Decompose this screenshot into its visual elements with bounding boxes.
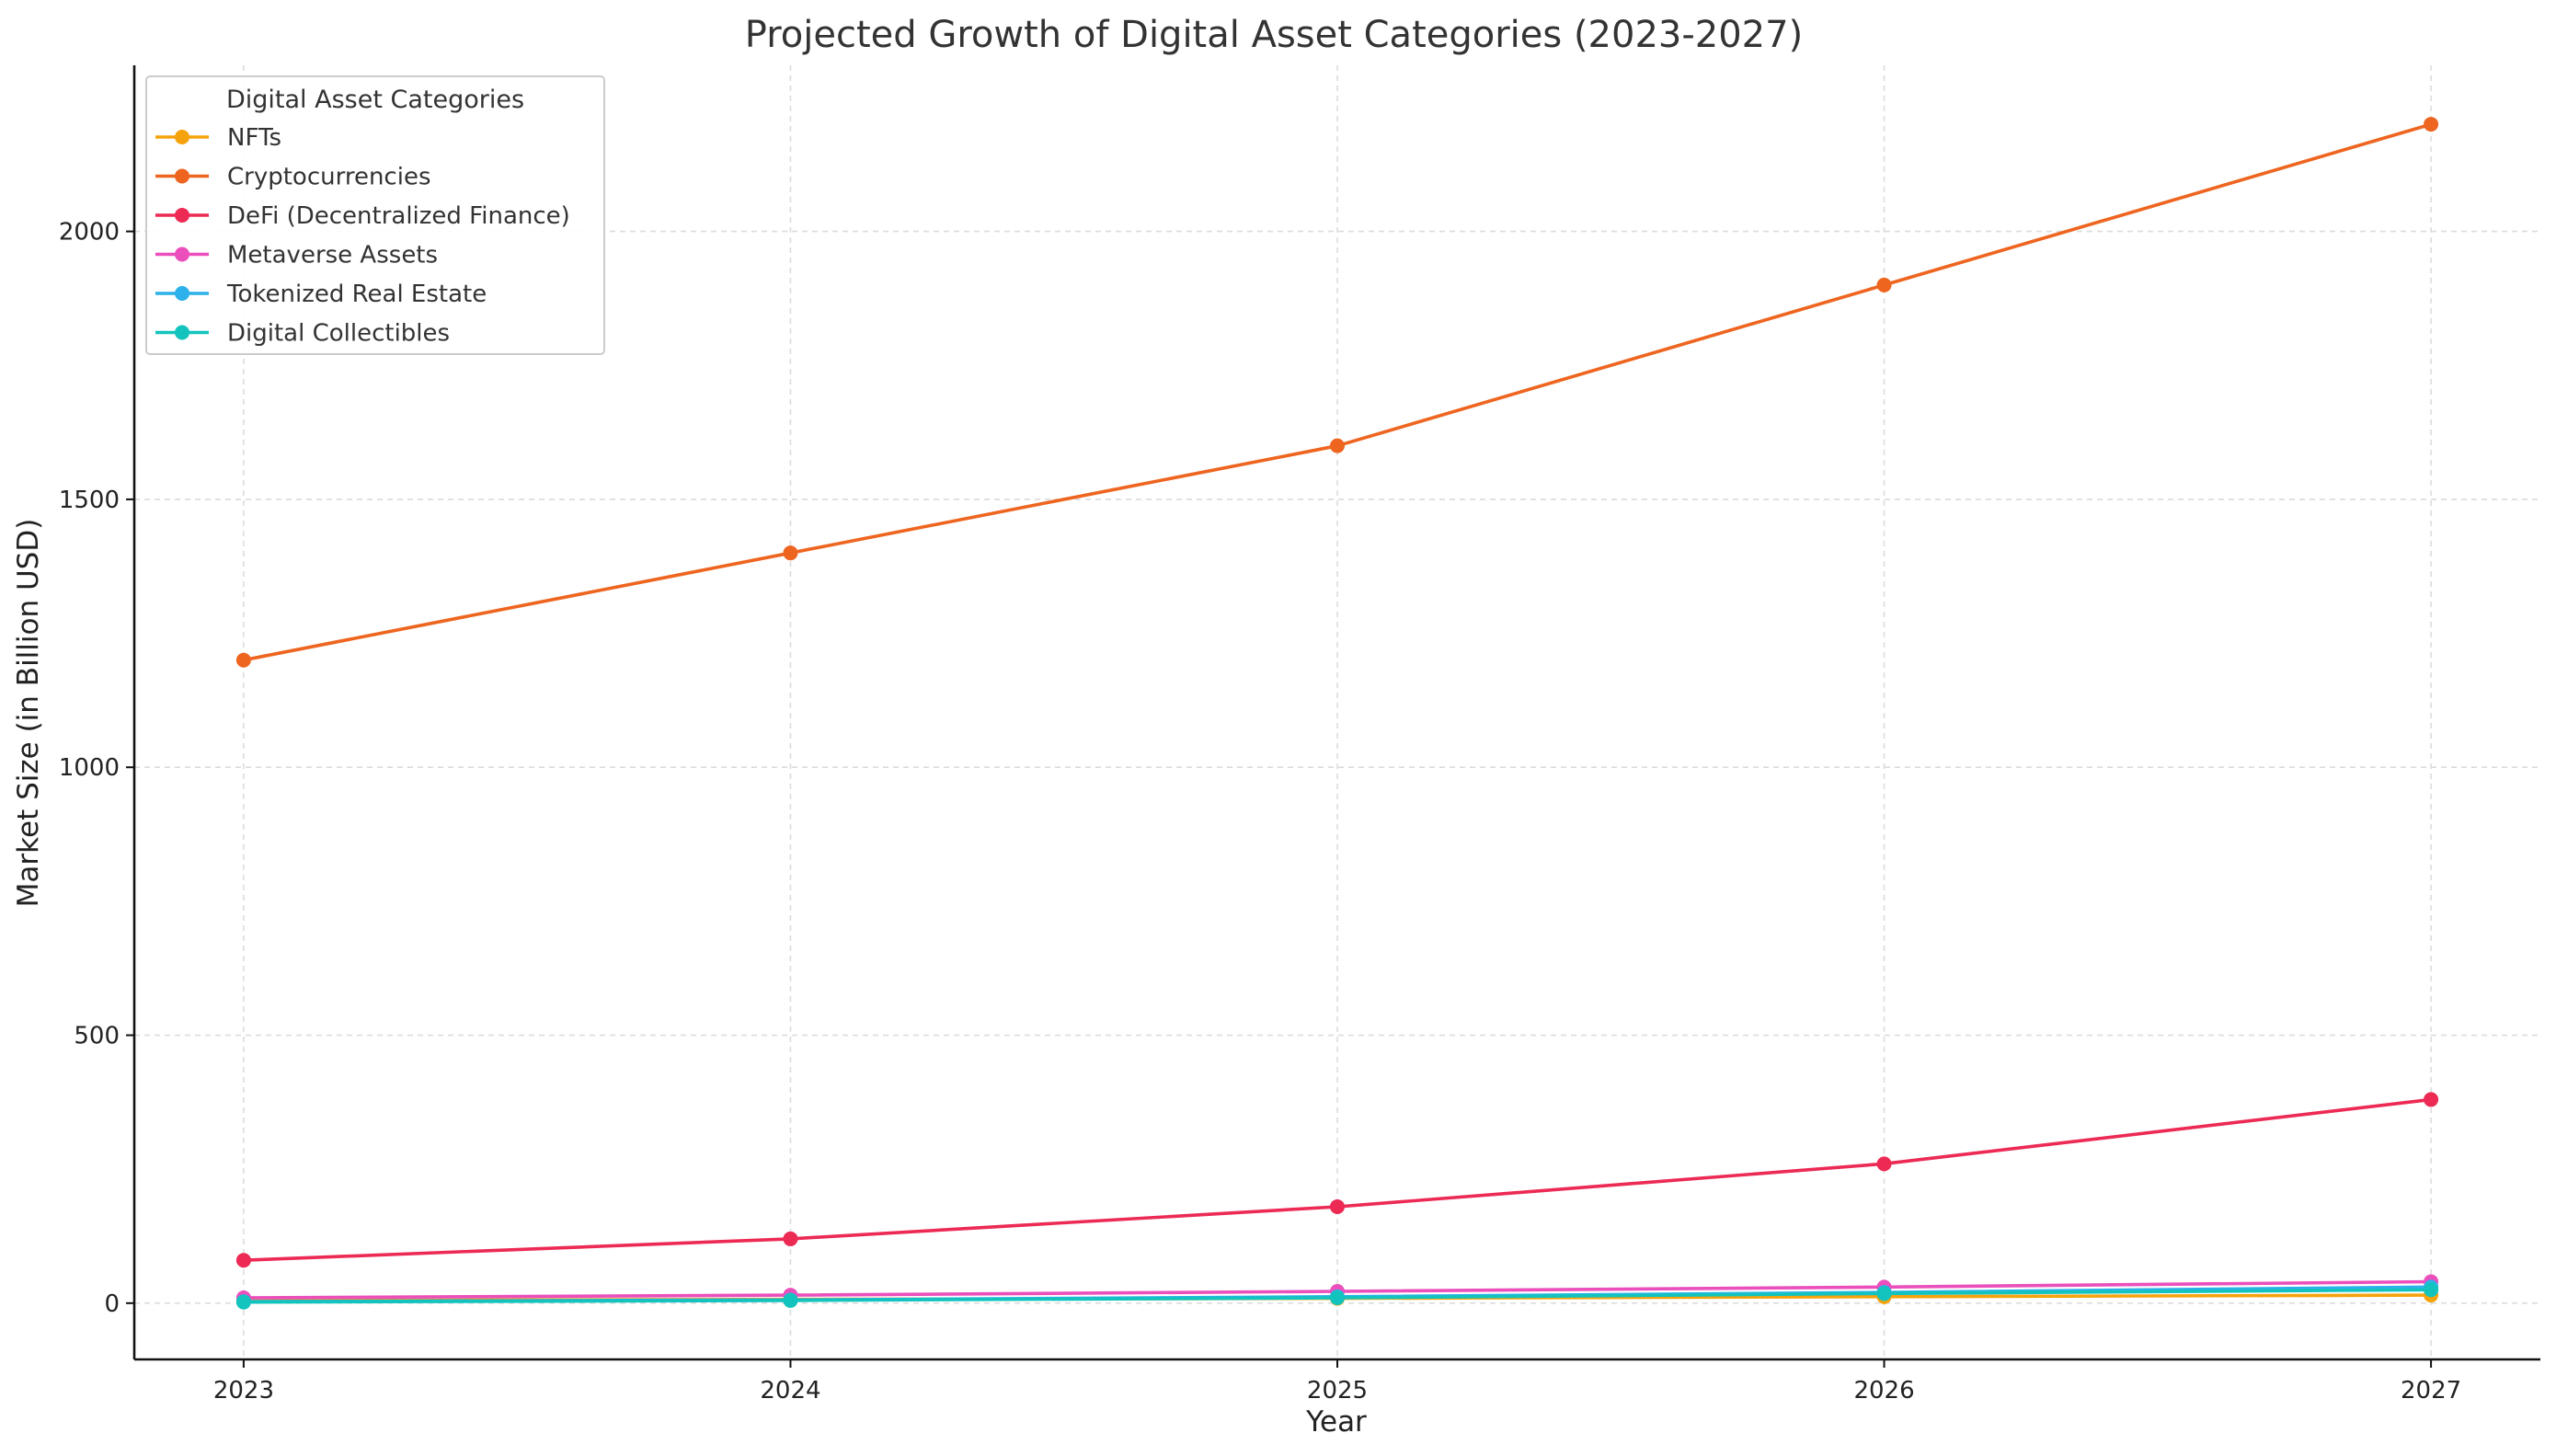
x-tick-label: 2024 bbox=[760, 1377, 820, 1404]
x-axis-label: Year bbox=[1305, 1405, 1367, 1439]
legend-label: Metaverse Assets bbox=[227, 242, 438, 269]
legend-item-metaverse-assets: Metaverse Assets bbox=[155, 242, 438, 269]
series-digital-collectibles bbox=[235, 1282, 2439, 1310]
legend-entries: NFTs Cryptocurrencies DeFi (Decentralized … bbox=[155, 124, 570, 348]
y-tick-label: 0 bbox=[104, 1290, 120, 1318]
y-tick-label: 1000 bbox=[59, 754, 120, 782]
data-point bbox=[783, 1231, 798, 1246]
data-point bbox=[1330, 438, 1345, 453]
data-point bbox=[1330, 1290, 1345, 1305]
legend-title: Digital Asset Categories bbox=[226, 86, 524, 114]
chart-title: Projected Growth of Digital Asset Catego… bbox=[745, 14, 1803, 56]
series-cryptocurrencies bbox=[235, 117, 2439, 668]
legend-item-defi-decentralized-finance: DeFi (Decentralized Finance) bbox=[155, 202, 570, 230]
x-tick-label: 2023 bbox=[213, 1377, 274, 1404]
data-point bbox=[235, 1253, 251, 1268]
x-tick-label: 2026 bbox=[1853, 1377, 1914, 1404]
y-tick-label: 500 bbox=[74, 1023, 120, 1050]
x-tick-label: 2027 bbox=[2401, 1377, 2461, 1404]
legend-item-nfts: NFTs bbox=[155, 124, 281, 152]
y-tick-label: 2000 bbox=[59, 219, 120, 246]
legend-label: Cryptocurrencies bbox=[227, 164, 431, 191]
legend: Digital Asset Categories NFTs Cryptocurre… bbox=[145, 75, 605, 355]
data-point bbox=[1876, 1156, 1892, 1172]
legend-label: Digital Collectibles bbox=[227, 320, 450, 348]
legend-point-marker bbox=[175, 130, 189, 144]
data-point bbox=[1876, 1286, 1892, 1301]
legend-point-marker bbox=[175, 168, 189, 184]
legend-item-cryptocurrencies: Cryptocurrencies bbox=[155, 164, 431, 191]
data-point bbox=[235, 652, 251, 668]
legend-box bbox=[145, 75, 605, 355]
legend-point-marker bbox=[175, 325, 189, 340]
data-point bbox=[783, 545, 798, 561]
series-defi-decentralized-finance bbox=[235, 1092, 2439, 1268]
legend-point-marker bbox=[175, 208, 189, 223]
y-axis-label: Market Size (in Billion USD) bbox=[12, 519, 45, 908]
y-tick-label: 1500 bbox=[59, 487, 120, 514]
data-point bbox=[1330, 1198, 1345, 1214]
data-point bbox=[2424, 117, 2439, 132]
axis-ticks: 2023 2024 2025 2026 2027 0 500 1000 1500 2000 bbox=[59, 219, 2461, 1404]
data-point bbox=[235, 1294, 251, 1310]
legend-label: Tokenized Real Estate bbox=[226, 281, 487, 308]
legend-item-digital-collectibles: Digital Collectibles bbox=[155, 320, 450, 348]
data-point bbox=[2424, 1092, 2439, 1107]
series-lines bbox=[235, 117, 2439, 1310]
legend-point-marker bbox=[175, 246, 189, 262]
legend-label: NFTs bbox=[227, 124, 281, 152]
data-point bbox=[783, 1292, 798, 1308]
x-tick-label: 2025 bbox=[1307, 1377, 1368, 1404]
legend-label: DeFi (Decentralized Finance) bbox=[227, 202, 570, 230]
legend-point-marker bbox=[175, 286, 189, 301]
data-point bbox=[1876, 277, 1892, 292]
data-point bbox=[2424, 1282, 2439, 1298]
legend-item-tokenized-real-estate: Tokenized Real Estate bbox=[155, 281, 487, 308]
